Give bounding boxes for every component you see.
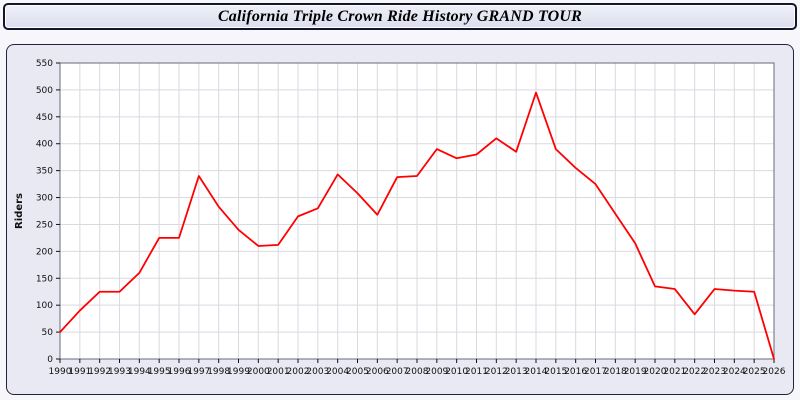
svg-text:400: 400 <box>36 139 53 149</box>
svg-text:2019: 2019 <box>624 367 647 377</box>
svg-text:2025: 2025 <box>743 367 766 377</box>
svg-text:150: 150 <box>36 274 53 284</box>
svg-text:2003: 2003 <box>306 367 329 377</box>
svg-text:2012: 2012 <box>485 367 508 377</box>
svg-text:2020: 2020 <box>644 367 667 377</box>
svg-text:2026: 2026 <box>763 367 786 377</box>
svg-text:550: 550 <box>36 59 53 69</box>
svg-text:350: 350 <box>36 166 53 176</box>
svg-text:2002: 2002 <box>287 367 310 377</box>
svg-text:2016: 2016 <box>564 367 587 377</box>
svg-text:0: 0 <box>47 355 53 365</box>
svg-text:1997: 1997 <box>187 367 210 377</box>
svg-text:2010: 2010 <box>445 367 468 377</box>
svg-text:1994: 1994 <box>128 367 151 377</box>
svg-text:2023: 2023 <box>703 367 726 377</box>
svg-text:2005: 2005 <box>346 367 369 377</box>
svg-text:2001: 2001 <box>267 367 290 377</box>
svg-text:2008: 2008 <box>406 367 429 377</box>
svg-text:100: 100 <box>36 301 53 311</box>
svg-text:450: 450 <box>36 112 53 122</box>
svg-text:2017: 2017 <box>584 367 607 377</box>
svg-text:Riders: Riders <box>14 192 25 228</box>
svg-text:1999: 1999 <box>227 367 250 377</box>
svg-text:1998: 1998 <box>207 367 230 377</box>
svg-text:2024: 2024 <box>723 367 746 377</box>
chart-panel: 0 50 100 150 200 250 300 350 400 450 500 550 1990 199… <box>6 44 794 395</box>
svg-text:2021: 2021 <box>663 367 686 377</box>
svg-text:2011: 2011 <box>465 367 488 377</box>
rider-history-chart: 0501001502002503003504004505005501990199… <box>14 59 786 377</box>
svg-text:1990: 1990 <box>49 367 72 377</box>
svg-text:1992: 1992 <box>88 367 111 377</box>
svg-text:2013: 2013 <box>505 367 528 377</box>
svg-text:1995: 1995 <box>148 367 171 377</box>
svg-text:2007: 2007 <box>386 367 409 377</box>
svg-text:1993: 1993 <box>108 367 131 377</box>
svg-text:2022: 2022 <box>683 367 706 377</box>
svg-text:2009: 2009 <box>425 367 448 377</box>
svg-text:250: 250 <box>36 220 53 230</box>
svg-text:2014: 2014 <box>525 367 548 377</box>
svg-text:1991: 1991 <box>68 367 91 377</box>
svg-text:300: 300 <box>36 193 53 203</box>
svg-text:2015: 2015 <box>544 367 567 377</box>
page-title: California Triple Crown Ride History GRA… <box>217 7 583 25</box>
svg-text:200: 200 <box>36 247 53 257</box>
svg-text:500: 500 <box>36 85 53 95</box>
svg-text:2006: 2006 <box>366 367 389 377</box>
svg-text:2000: 2000 <box>247 367 270 377</box>
svg-text:2018: 2018 <box>604 367 627 377</box>
title-bar: California Triple Crown Ride History GRA… <box>3 3 797 30</box>
svg-text:1996: 1996 <box>168 367 191 377</box>
svg-text:2004: 2004 <box>326 367 349 377</box>
svg-text:50: 50 <box>42 328 54 338</box>
